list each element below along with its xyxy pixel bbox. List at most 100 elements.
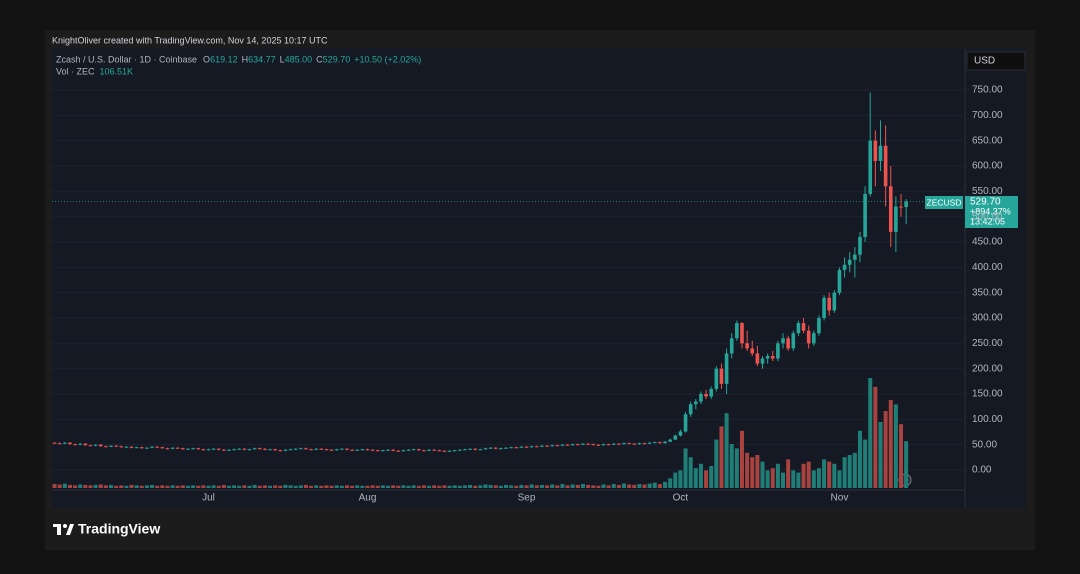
y-tick-label: 350.00 xyxy=(972,287,1003,298)
volume-bar xyxy=(375,485,380,488)
candle-body xyxy=(309,449,313,451)
candle-body xyxy=(627,443,631,445)
legend-text: 529.70 xyxy=(323,54,351,64)
volume-bar xyxy=(786,459,791,488)
volume-bar xyxy=(796,472,801,488)
candle-body xyxy=(68,442,72,445)
volume-bar xyxy=(565,485,570,488)
volume-bar xyxy=(509,485,514,488)
candle-body xyxy=(411,449,416,451)
candle-body xyxy=(88,445,93,447)
candle-body xyxy=(165,448,170,450)
volume-bar xyxy=(206,485,211,488)
candle-body xyxy=(899,206,903,208)
volume-bar xyxy=(729,444,734,488)
volume-bar xyxy=(457,485,462,488)
volume-bar xyxy=(119,485,124,488)
candle-body xyxy=(145,447,149,449)
volume-bar xyxy=(580,484,585,488)
candle-body xyxy=(452,450,457,452)
y-tick-label: 500.00 xyxy=(972,211,1003,222)
volume-bar xyxy=(811,470,816,488)
volume-bar xyxy=(319,485,324,488)
volume-bar xyxy=(180,485,185,488)
volume-bar xyxy=(288,485,293,488)
volume-bar xyxy=(493,485,498,488)
volume-bar xyxy=(339,485,344,488)
candle-body xyxy=(786,338,790,349)
candle-body xyxy=(560,444,565,446)
candle-body xyxy=(565,444,570,446)
candle-body xyxy=(365,449,370,451)
volume-bar xyxy=(637,484,642,488)
candle-body xyxy=(817,318,821,334)
legend: Zcash / U.S. Dollar · 1D · Coinbase O 619.… xyxy=(56,54,421,76)
volume-bar xyxy=(386,485,391,488)
candle-body xyxy=(904,201,908,207)
volume-bar xyxy=(329,485,334,488)
candle-body xyxy=(391,449,395,451)
volume-bar xyxy=(678,470,683,488)
candle-body xyxy=(878,145,883,161)
candle-body xyxy=(760,358,765,364)
candle-body xyxy=(350,449,354,451)
candle-body xyxy=(283,449,288,451)
candle-body xyxy=(755,353,760,364)
candle-body xyxy=(63,442,67,444)
legend-text: O xyxy=(203,54,210,64)
volume-bar xyxy=(468,484,473,488)
volume-bar xyxy=(129,484,134,488)
candle-body xyxy=(694,401,698,405)
y-tick-label: 250.00 xyxy=(972,338,1003,349)
candle-body xyxy=(381,450,385,452)
volume-bar xyxy=(303,484,308,488)
volume-bar xyxy=(221,484,226,488)
volume-bar xyxy=(852,452,857,488)
volume-bar xyxy=(278,485,283,488)
volume-bar xyxy=(196,485,201,488)
candle-body xyxy=(668,439,672,442)
volume-bar xyxy=(62,483,67,488)
candle-body xyxy=(704,394,708,397)
volume-bar xyxy=(616,484,621,488)
volume-bar xyxy=(663,481,668,488)
volume-bar xyxy=(791,470,796,488)
volume-bar xyxy=(370,485,375,488)
candle-body xyxy=(801,323,806,331)
volume-bar xyxy=(621,483,626,488)
volume-bar xyxy=(473,485,478,488)
volume-bar xyxy=(314,485,319,488)
volume-bar xyxy=(365,485,370,488)
candle-body xyxy=(576,444,580,446)
volume-bar xyxy=(714,439,719,488)
legend-text: H xyxy=(242,54,249,64)
volume-bar xyxy=(114,485,119,488)
volume-bar xyxy=(899,424,904,488)
candle-body xyxy=(237,448,242,450)
volume-bar xyxy=(478,485,483,488)
volume-bar xyxy=(150,484,155,488)
candle-body xyxy=(765,356,770,359)
volume-bar xyxy=(252,484,257,488)
volume-bar xyxy=(124,485,129,488)
volume-bar xyxy=(606,485,611,488)
price-tag-countdown: 13:42:05 xyxy=(970,216,1005,226)
volume-bar xyxy=(770,468,775,488)
candle-body xyxy=(683,414,688,432)
candle-body xyxy=(334,449,339,451)
volume-bar xyxy=(380,485,385,488)
candle-body xyxy=(519,446,524,448)
candle-body xyxy=(652,442,657,444)
candle-body xyxy=(427,449,431,451)
volume-bar xyxy=(211,485,216,488)
volume-bar xyxy=(155,485,160,488)
volume-bar xyxy=(647,483,652,488)
volume-bar xyxy=(78,484,83,488)
volume-bar xyxy=(232,485,237,488)
volume-bar xyxy=(170,485,175,488)
currency: USD xyxy=(974,56,995,67)
volume-bar xyxy=(52,484,57,488)
x-tick-label: Sep xyxy=(518,493,536,504)
volume-bar xyxy=(842,457,847,488)
